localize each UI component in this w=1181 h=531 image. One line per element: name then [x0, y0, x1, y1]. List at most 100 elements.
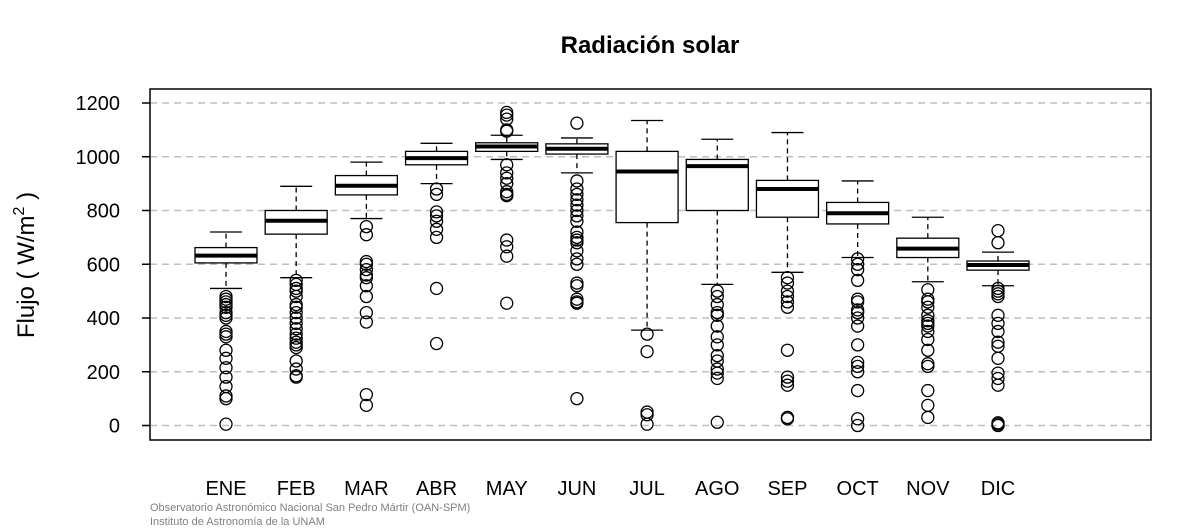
- outlier-point: [921, 343, 935, 357]
- outlier-point: [991, 308, 1005, 322]
- box-dic: [966, 224, 1030, 433]
- outlier-point: [710, 330, 724, 344]
- outlier-point: [640, 344, 654, 359]
- x-tick-label: ABR: [416, 478, 457, 500]
- outlier-point: [359, 398, 374, 412]
- outlier-point: [850, 355, 865, 369]
- x-tick-label: NOV: [906, 478, 950, 500]
- footer-observatory: Observatorio Astronómico Nacional San Pe…: [150, 502, 471, 514]
- outlier-point: [921, 398, 935, 412]
- x-tick-label: AGO: [695, 478, 739, 500]
- outlier-point: [921, 359, 935, 374]
- outlier-point: [570, 203, 584, 218]
- outlier-point: [991, 378, 1005, 392]
- outlier-point: [991, 351, 1005, 365]
- box-may: [475, 105, 539, 310]
- y-tick-label: 0: [109, 416, 120, 438]
- outlier-point: [850, 273, 865, 288]
- outlier-point: [991, 236, 1005, 250]
- outlier-point: [921, 308, 935, 322]
- outlier-point: [359, 271, 374, 285]
- outlier-point: [780, 289, 795, 304]
- outlier-point: [570, 214, 584, 228]
- outlier-point: [570, 244, 584, 258]
- x-tick-label: ENE: [205, 478, 246, 500]
- outlier-point: [710, 297, 724, 312]
- outlier-point: [850, 418, 865, 433]
- outlier-point: [289, 305, 303, 320]
- outlier-point: [570, 187, 584, 202]
- outlier-point: [219, 327, 233, 341]
- outlier-point: [710, 284, 724, 298]
- outlier-point: [780, 271, 795, 285]
- x-tick-label: JUN: [557, 478, 596, 500]
- outlier-point: [850, 295, 865, 309]
- outlier-point: [570, 236, 584, 250]
- outlier-point: [289, 370, 303, 384]
- outlier-point: [219, 391, 233, 406]
- outlier-point: [219, 379, 233, 394]
- chart-title: Radiación solar: [561, 32, 740, 59]
- outlier-point: [850, 262, 865, 277]
- outlier-point: [219, 300, 233, 314]
- outlier-point: [570, 225, 584, 239]
- x-tick-label: JUL: [629, 478, 665, 500]
- outlier-point: [289, 331, 303, 345]
- outlier-point: [570, 193, 584, 207]
- outlier-point: [500, 233, 514, 247]
- outlier-point: [921, 300, 935, 314]
- outlier-point: [289, 327, 303, 341]
- x-tick-label: OCT: [837, 478, 879, 500]
- box-jul: [615, 119, 679, 431]
- outlier-point: [500, 249, 514, 263]
- box-nov: [896, 216, 960, 425]
- outlier-point: [850, 319, 865, 333]
- outlier-point: [780, 370, 795, 384]
- box-feb: [264, 185, 328, 384]
- box-jun: [545, 116, 609, 406]
- boxes: [194, 105, 1030, 433]
- outlier-point: [780, 343, 795, 357]
- outlier-point: [780, 295, 795, 309]
- outlier-point: [850, 383, 865, 398]
- outlier-point: [991, 324, 1005, 339]
- outlier-point: [219, 389, 233, 403]
- outlier-point: [780, 412, 795, 426]
- outlier-point: [991, 224, 1005, 238]
- outlier-point: [219, 330, 233, 344]
- outlier-point: [289, 354, 303, 368]
- box-body: [615, 150, 679, 224]
- y-tick-label: 400: [87, 308, 120, 330]
- outlier-point: [429, 209, 444, 223]
- outlier-point: [429, 182, 444, 196]
- outlier-point: [780, 378, 795, 392]
- outlier-point: [570, 182, 584, 196]
- outlier-point: [500, 240, 514, 254]
- box-abr: [404, 142, 469, 351]
- outlier-point: [710, 366, 724, 380]
- outlier-point: [500, 171, 514, 185]
- outlier-point: [710, 319, 724, 333]
- outlier-point: [500, 296, 514, 310]
- outlier-point: [289, 289, 303, 304]
- outlier-point: [850, 338, 865, 352]
- outlier-point: [640, 327, 654, 341]
- outlier-point: [640, 417, 654, 431]
- y-tick-label: 600: [87, 254, 120, 276]
- outlier-point: [570, 296, 584, 310]
- outlier-point: [570, 391, 584, 406]
- outlier-point: [570, 279, 584, 293]
- outlier-point: [570, 209, 584, 223]
- outlier-point: [991, 371, 1005, 386]
- outlier-point: [921, 383, 935, 398]
- outlier-point: [921, 332, 935, 347]
- outlier-point: [500, 105, 514, 120]
- outlier-point: [850, 252, 865, 266]
- x-tick-label: FEB: [277, 478, 316, 500]
- y-axis-label: Flujo ( W/m2 ): [11, 192, 40, 338]
- outlier-point: [710, 305, 724, 320]
- y-tick-label: 200: [87, 362, 120, 384]
- outlier-point: [921, 410, 935, 425]
- outlier-point: [500, 158, 514, 172]
